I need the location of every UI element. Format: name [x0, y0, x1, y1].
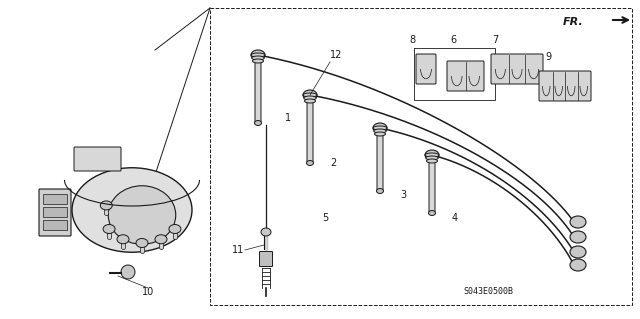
FancyBboxPatch shape: [416, 54, 436, 84]
Text: FR.: FR.: [563, 17, 584, 27]
Ellipse shape: [426, 156, 438, 160]
FancyBboxPatch shape: [259, 251, 273, 266]
Ellipse shape: [136, 239, 148, 248]
Bar: [210, 8, 632, 305]
Ellipse shape: [251, 50, 265, 60]
Bar: [43, 194, 67, 204]
Text: 2: 2: [330, 158, 336, 168]
Text: 8: 8: [409, 35, 415, 45]
Ellipse shape: [303, 90, 317, 100]
FancyBboxPatch shape: [539, 71, 591, 101]
Text: 5: 5: [322, 213, 328, 223]
Ellipse shape: [100, 201, 112, 210]
Ellipse shape: [373, 123, 387, 133]
Ellipse shape: [429, 211, 435, 216]
FancyBboxPatch shape: [447, 61, 484, 91]
Ellipse shape: [303, 93, 317, 97]
Ellipse shape: [307, 160, 314, 166]
Ellipse shape: [253, 59, 264, 63]
Text: 6: 6: [450, 35, 456, 45]
FancyBboxPatch shape: [39, 189, 71, 236]
Ellipse shape: [374, 132, 385, 136]
FancyBboxPatch shape: [491, 54, 543, 84]
Text: 1: 1: [285, 113, 291, 123]
Ellipse shape: [304, 96, 316, 100]
Text: 10: 10: [142, 287, 154, 297]
Ellipse shape: [72, 168, 192, 252]
Ellipse shape: [117, 235, 129, 244]
Text: 7: 7: [492, 35, 498, 45]
Text: 12: 12: [330, 50, 342, 60]
Ellipse shape: [570, 259, 586, 271]
Ellipse shape: [261, 228, 271, 236]
Text: 9: 9: [545, 52, 551, 62]
FancyBboxPatch shape: [74, 147, 121, 171]
Ellipse shape: [108, 186, 176, 244]
Text: 11: 11: [232, 245, 244, 255]
FancyBboxPatch shape: [307, 98, 313, 164]
Circle shape: [121, 265, 135, 279]
Ellipse shape: [374, 129, 387, 133]
Ellipse shape: [570, 216, 586, 228]
FancyBboxPatch shape: [377, 130, 383, 191]
Ellipse shape: [425, 153, 439, 157]
FancyBboxPatch shape: [255, 57, 261, 123]
Ellipse shape: [570, 231, 586, 243]
Ellipse shape: [155, 235, 167, 244]
Bar: [43, 207, 67, 217]
Text: 4: 4: [452, 213, 458, 223]
Ellipse shape: [376, 189, 383, 194]
Ellipse shape: [305, 99, 316, 103]
Ellipse shape: [426, 159, 438, 163]
Ellipse shape: [103, 225, 115, 234]
Bar: [43, 220, 67, 230]
Ellipse shape: [255, 121, 262, 125]
Ellipse shape: [252, 56, 264, 60]
Ellipse shape: [169, 225, 181, 234]
Ellipse shape: [373, 126, 387, 130]
Ellipse shape: [251, 53, 265, 57]
Ellipse shape: [570, 246, 586, 258]
Text: 3: 3: [400, 190, 406, 200]
Text: S043E0500B: S043E0500B: [463, 287, 513, 296]
Ellipse shape: [425, 150, 439, 160]
FancyBboxPatch shape: [429, 158, 435, 213]
